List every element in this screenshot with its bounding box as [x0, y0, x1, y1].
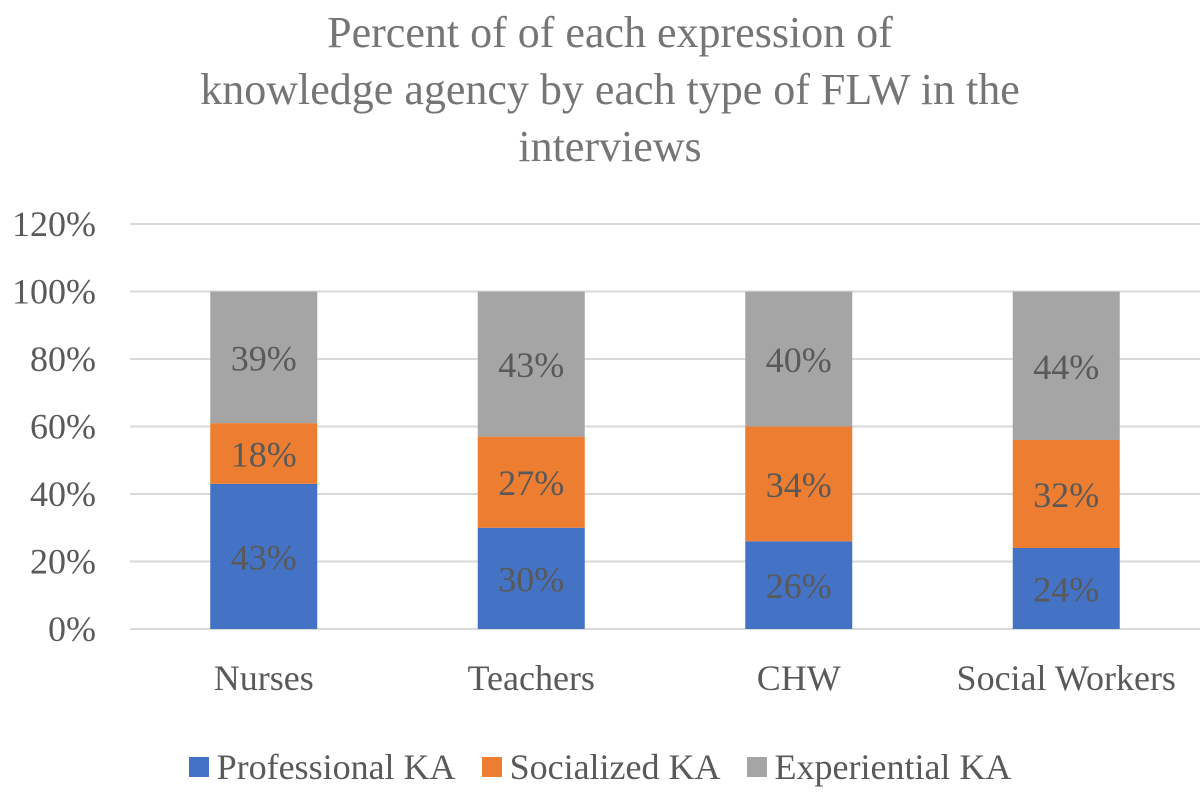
data-label: 18% [231, 435, 297, 475]
chart-title-line-1: Percent of of each expression of [327, 8, 893, 57]
bar-segment [745, 541, 853, 629]
legend-label: Professional KA [216, 747, 456, 787]
y-tick-label: 120% [12, 204, 96, 244]
bar-segment [210, 483, 318, 629]
legend-swatch [188, 757, 209, 777]
bar-segment [210, 423, 318, 484]
data-label: 32% [1033, 475, 1099, 515]
bar-segment [1012, 291, 1120, 440]
y-tick-label: 20% [30, 542, 96, 582]
bar-segment [477, 527, 585, 629]
legend-item: Socialized KA [481, 746, 721, 788]
legend-swatch [481, 757, 502, 777]
data-label: 44% [1033, 347, 1099, 387]
data-label: 30% [498, 559, 564, 599]
data-label: 40% [766, 340, 832, 380]
bar-segment [477, 436, 585, 528]
bar-segment [745, 426, 853, 542]
bar-segment [1012, 440, 1120, 548]
data-label: 24% [1033, 570, 1099, 610]
legend-swatch [746, 757, 767, 777]
bar-segment [210, 291, 318, 424]
data-label: 26% [766, 566, 832, 606]
data-label: 43% [498, 345, 564, 385]
chart-title: Percent of of each expression of knowled… [100, 4, 1120, 175]
bar-segment [745, 291, 853, 427]
y-tick-label: 40% [30, 474, 96, 514]
y-tick-label: 0% [48, 609, 96, 649]
data-label: 27% [498, 463, 564, 503]
bar-segment [1012, 548, 1120, 629]
chart-title-line-2: knowledge agency by each type of FLW in … [200, 65, 1020, 114]
y-tick-label: 80% [30, 339, 96, 379]
chart-plot: 0% 20% 40% 60% 80% 100% 120% 43% 18% 39% Nurses 30%… [12, 204, 1200, 698]
y-tick-label: 60% [30, 407, 96, 447]
y-tick-label: 100% [12, 272, 96, 312]
legend-item: Professional KA [188, 746, 456, 788]
x-tick-label: CHW [757, 658, 841, 698]
bar-segment [477, 291, 585, 437]
data-label: 43% [231, 537, 297, 577]
legend-label: Socialized KA [509, 747, 721, 787]
x-tick-label: Teachers [468, 658, 595, 698]
chart-title-line-3: interviews [518, 122, 702, 171]
chart-legend: Professional KA Socialized KA Experiential… [0, 742, 1200, 792]
x-tick-label: Nurses [214, 658, 314, 698]
data-label: 34% [766, 465, 832, 505]
legend-label: Experiential KA [774, 747, 1012, 787]
x-tick-label: Social Workers [957, 658, 1176, 698]
data-label: 39% [231, 338, 297, 378]
legend-item: Experiential KA [746, 746, 1012, 788]
